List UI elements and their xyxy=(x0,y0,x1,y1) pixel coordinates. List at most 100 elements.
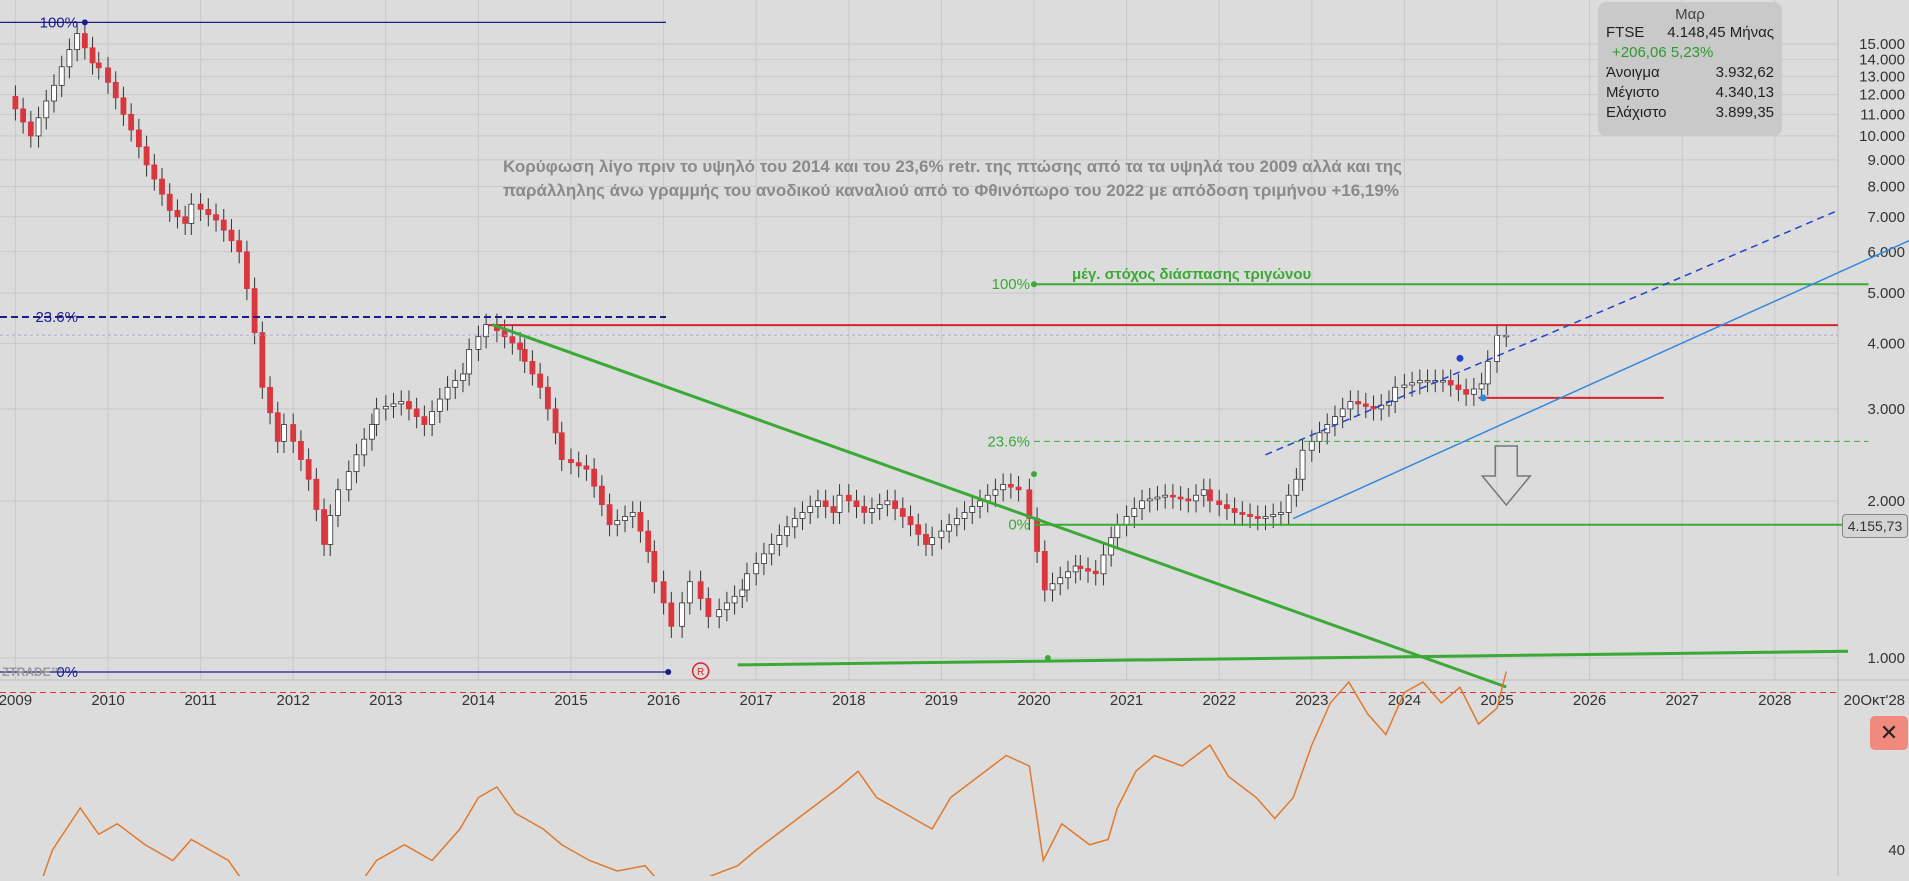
candle xyxy=(335,489,341,516)
candle xyxy=(1207,489,1213,502)
candle xyxy=(807,506,814,513)
candle xyxy=(517,342,523,350)
candle xyxy=(1347,401,1354,410)
candle xyxy=(915,524,922,535)
candle xyxy=(166,193,173,211)
candle xyxy=(1123,516,1130,526)
candle xyxy=(421,416,428,425)
x-tick-label: 2015 xyxy=(554,692,587,709)
fib-triangle-anchor xyxy=(1031,471,1037,478)
candle xyxy=(1324,424,1331,434)
fib-triangle-anchor xyxy=(1031,281,1037,288)
triangle-upper-line xyxy=(491,323,1507,689)
x-tick-label: 2011 xyxy=(184,692,216,709)
candle xyxy=(1041,551,1048,591)
y-tick-label: 12.000 xyxy=(1859,87,1905,104)
candle xyxy=(598,485,605,506)
ohlc-high-row: Μέγιστο 4.340,13 xyxy=(1598,83,1782,103)
candle xyxy=(815,500,821,507)
y-tick-label: 10.000 xyxy=(1859,128,1905,145)
candle xyxy=(668,602,675,627)
candle xyxy=(1370,406,1377,410)
candle xyxy=(1015,486,1022,491)
candle xyxy=(182,216,189,224)
fib-triangle-label: 0% xyxy=(1008,517,1030,534)
candle xyxy=(1478,383,1485,390)
candle xyxy=(705,598,712,618)
candle xyxy=(51,84,57,102)
candle xyxy=(1131,508,1138,517)
ohlc-change-pct: 5,23% xyxy=(1670,44,1714,61)
candle xyxy=(327,515,334,545)
candle xyxy=(1416,380,1423,384)
candle xyxy=(413,408,420,417)
candle xyxy=(977,500,983,507)
candle xyxy=(637,512,644,532)
candle xyxy=(1114,524,1121,539)
candle xyxy=(213,214,219,221)
candle xyxy=(321,509,327,545)
candle xyxy=(313,478,320,510)
candle xyxy=(1424,380,1431,383)
y-tick-label: 2.000 xyxy=(1867,493,1905,510)
candle xyxy=(1254,516,1261,519)
candle xyxy=(537,373,544,388)
candle xyxy=(697,581,704,599)
candle xyxy=(791,518,798,528)
candle xyxy=(768,544,775,555)
candle xyxy=(1185,498,1192,502)
candle xyxy=(552,408,559,434)
candle xyxy=(345,471,352,491)
x-tick-label: 2010 xyxy=(91,692,124,709)
x-end-label: 20Οκτ'28 xyxy=(1844,692,1905,709)
close-icon[interactable]: ✕ xyxy=(1870,716,1908,750)
candle xyxy=(1026,489,1033,519)
candle xyxy=(583,465,590,470)
ohlc-open-row: Άνοιγμα 3.932,62 xyxy=(1598,63,1782,83)
candle xyxy=(544,386,551,410)
candle xyxy=(1355,401,1361,405)
r-marker-label: R xyxy=(697,667,704,678)
candle xyxy=(483,324,490,338)
candle xyxy=(373,408,380,425)
candle xyxy=(1193,494,1199,502)
rsi-tick-label: 40 xyxy=(1888,842,1905,859)
rsi-line xyxy=(40,671,1507,881)
candle xyxy=(1170,494,1176,498)
candle xyxy=(89,47,96,64)
candle xyxy=(679,602,686,627)
candle xyxy=(267,386,273,414)
candle xyxy=(1231,508,1238,513)
candle xyxy=(390,403,397,407)
candle xyxy=(651,551,658,583)
ohlc-change-abs: +206,06 xyxy=(1612,44,1667,61)
candle xyxy=(361,438,368,456)
candle xyxy=(1146,498,1153,502)
ohlc-low: 3.899,35 xyxy=(1715,104,1774,121)
candle xyxy=(645,530,652,552)
candle xyxy=(174,210,181,218)
candle xyxy=(1455,384,1462,391)
candle xyxy=(723,602,730,611)
candle xyxy=(281,424,287,442)
y-tick-label: 15.000 xyxy=(1859,36,1905,53)
candle xyxy=(1239,512,1246,515)
ohlc-open-label: Άνοιγμα xyxy=(1606,64,1660,81)
candle xyxy=(475,336,482,350)
candle xyxy=(529,360,536,375)
candle xyxy=(946,524,953,532)
ohlc-open: 3.932,62 xyxy=(1715,64,1774,81)
candle xyxy=(66,49,73,68)
x-tick-label: 2017 xyxy=(740,692,773,709)
candle xyxy=(1262,516,1269,519)
candle xyxy=(501,330,508,338)
candle xyxy=(521,349,528,362)
candle xyxy=(861,506,868,513)
candle xyxy=(1216,500,1223,506)
candle xyxy=(444,386,451,400)
fib-triangle-label: 23.6% xyxy=(987,433,1030,450)
candle xyxy=(228,229,235,242)
candle xyxy=(799,512,806,519)
candle xyxy=(1278,512,1284,515)
